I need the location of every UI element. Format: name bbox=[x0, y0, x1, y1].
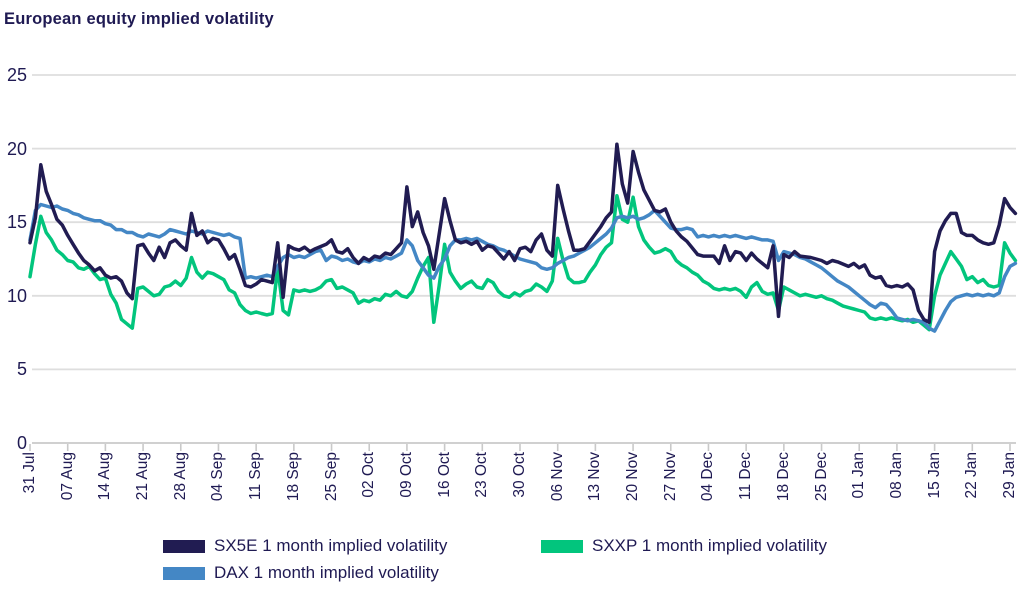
x-tick-label: 01 Jan bbox=[850, 452, 868, 499]
dax-line bbox=[28, 202, 1018, 333]
sxxp-legend-label: SXXP 1 month implied volatility bbox=[592, 536, 827, 555]
sx5e-legend-swatch bbox=[163, 539, 205, 553]
y-tick-label: 5 bbox=[16, 359, 27, 380]
y-tick-label: 0 bbox=[16, 433, 27, 453]
x-tick-label: 22 Jan bbox=[963, 452, 981, 499]
legend-item-dax: DAX 1 month implied volatility bbox=[163, 563, 439, 583]
y-tick-label: 25 bbox=[6, 65, 27, 85]
x-tick-label: 23 Oct bbox=[473, 452, 491, 498]
dax-legend-swatch bbox=[163, 566, 205, 580]
sx5e-legend-label: SX5E 1 month implied volatility bbox=[214, 536, 448, 555]
x-tick-label: 21 Aug bbox=[134, 452, 152, 501]
x-tick-label: 07 Aug bbox=[58, 452, 76, 501]
sxxp-line bbox=[28, 193, 1018, 332]
x-tick-label: 29 Jan bbox=[1001, 452, 1018, 499]
y-tick-label: 10 bbox=[6, 285, 27, 306]
x-tick-label: 14 Aug bbox=[96, 452, 114, 501]
x-tick-label: 15 Jan bbox=[925, 452, 943, 499]
sx5e-line bbox=[28, 142, 1018, 325]
x-tick-label: 08 Jan bbox=[887, 452, 905, 499]
y-tick-label: 15 bbox=[6, 212, 27, 233]
x-tick-label: 31 Jul bbox=[21, 452, 38, 494]
legend-item-sxxp: SXXP 1 month implied volatility bbox=[541, 536, 827, 556]
y-tick-label: 20 bbox=[6, 138, 27, 159]
legend-item-sx5e: SX5E 1 month implied volatility bbox=[163, 536, 447, 556]
chart-title: European equity implied volatility bbox=[4, 10, 274, 28]
sxxp-legend-swatch bbox=[541, 539, 583, 553]
x-tick-label: 30 Oct bbox=[511, 452, 528, 498]
dax-legend-label: DAX 1 month implied volatility bbox=[214, 563, 439, 582]
